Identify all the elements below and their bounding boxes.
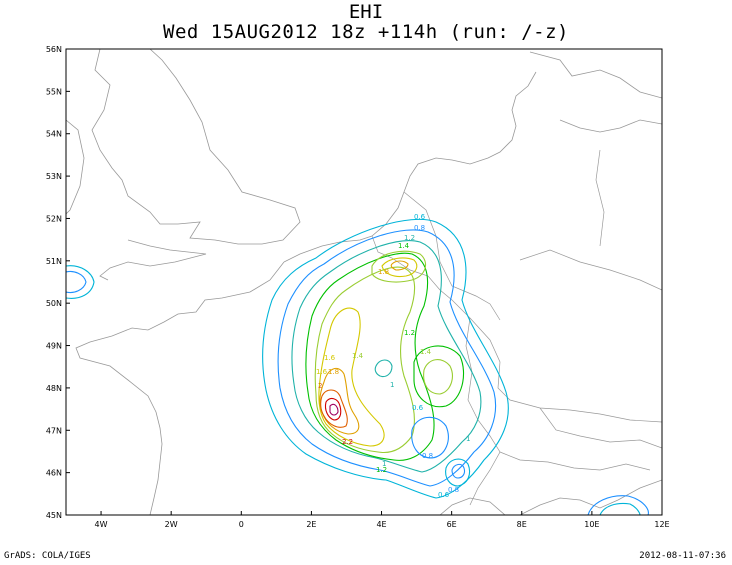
contour-1.6	[318, 307, 385, 447]
x-tick-label: 2E	[306, 520, 316, 529]
x-tick-label: 2W	[165, 520, 178, 529]
contour-labels: 0.6 0.8 1.2 1.4 1.8 1.6 1.4 1.2 2 2.2 1.…	[316, 213, 470, 499]
contour-north-max-1	[371, 250, 427, 283]
contour-label: 1.4	[420, 348, 432, 356]
y-tick-label: 47N	[46, 426, 62, 435]
border-germany	[403, 191, 501, 321]
contour-label: 0.6	[414, 213, 426, 221]
contour-label: 1.6	[324, 354, 336, 362]
contour-1.4	[314, 266, 416, 454]
contour-west-edge-inner	[66, 265, 95, 299]
y-tick-label: 49N	[46, 342, 62, 351]
contour-label: 1.8	[328, 368, 339, 376]
contour-2.4	[329, 403, 339, 416]
contour-label: 0.6	[412, 404, 424, 412]
border-austria	[539, 407, 662, 449]
border-switzerland	[465, 317, 501, 506]
contour-label: 1.6	[316, 368, 328, 376]
y-tick-label: 53N	[46, 172, 62, 181]
coastline-baltic	[559, 119, 662, 133]
contour-label: 1.2	[404, 329, 415, 337]
border-france-belgium	[371, 235, 471, 319]
contour-south-blob-1	[411, 416, 449, 459]
y-tick-label: 46N	[46, 469, 62, 478]
contour-east-lobe-2	[413, 345, 464, 408]
border-poland	[595, 149, 605, 247]
contour-label: 1	[382, 460, 386, 468]
y-tick-label: 45N	[46, 511, 62, 520]
contour-southeast-inner	[599, 502, 641, 515]
contour-east-lobe-1	[423, 359, 453, 395]
contour-southeast	[587, 495, 649, 515]
coastline-netherlands	[371, 71, 537, 237]
contour-label: 2	[318, 382, 322, 390]
country-borders	[371, 149, 662, 506]
contour-2.0	[320, 389, 348, 428]
contour-0.6	[262, 218, 509, 499]
y-tick-label: 48N	[46, 384, 62, 393]
contour-label: 1.2	[404, 234, 415, 242]
footer-credit: GrADS: COLA/IGES	[4, 551, 91, 561]
border-czech	[519, 249, 662, 291]
map-title: EHI	[348, 1, 384, 23]
y-tick-label: 55N	[46, 87, 62, 96]
footer-timestamp: 2012-08-11-07:36	[639, 551, 726, 561]
contour-north-max-3	[390, 260, 409, 271]
contour-south-blob-2	[445, 458, 471, 487]
contour-label: 2.2	[342, 438, 353, 446]
contour-label: 0.8	[414, 224, 425, 232]
x-tick-label: 12E	[654, 520, 669, 529]
contour-label: 0.8	[422, 452, 433, 460]
coastline-denmark	[529, 51, 662, 99]
x-tick-label: 10E	[584, 520, 599, 529]
contour-north-max-2	[381, 257, 418, 278]
coastline-mediterranean	[439, 497, 506, 515]
ehi-contours	[66, 218, 649, 515]
contour-label: 0.6	[438, 491, 450, 499]
y-tick-label: 54N	[46, 130, 62, 139]
y-tick-label: 56N	[46, 45, 62, 54]
coastline-ireland	[66, 119, 85, 215]
map-subtitle: Wed 15AUG2012 18z +114h (run: /-z)	[163, 21, 569, 43]
contour-central-min	[374, 359, 393, 378]
coastline-normandy	[283, 235, 373, 263]
contour-label: 0.8	[448, 486, 459, 494]
contour-label: 1	[390, 381, 394, 389]
map-basemap	[66, 49, 662, 515]
border-italy	[499, 451, 651, 471]
coastline-cornwall	[99, 239, 207, 281]
x-tick-label: 4W	[95, 520, 108, 529]
y-tick-label: 50N	[46, 299, 62, 308]
contour-label: 1.4	[398, 242, 410, 250]
x-tick-label: 8E	[517, 520, 527, 529]
contour-south-blob-3	[451, 463, 466, 479]
contour-label: 1.2	[376, 466, 387, 474]
x-axis: 4W 2W 0 2E 4E 6E 8E 10E 12E	[95, 511, 670, 529]
contour-0.8	[277, 229, 497, 487]
contour-label: 1	[466, 435, 470, 443]
x-tick-label: 4E	[376, 520, 386, 529]
coastline-france	[75, 261, 285, 515]
contour-label: 1.8	[378, 268, 389, 276]
contour-2.2	[324, 397, 342, 421]
y-tick-label: 51N	[46, 257, 62, 266]
y-tick-label: 52N	[46, 214, 62, 223]
contour-1.2	[305, 252, 435, 461]
y-axis: 56N 55N 54N 53N 52N 51N 50N 49N 48N 47N 46N 45N	[46, 45, 70, 520]
x-tick-label: 6E	[447, 520, 457, 529]
contour-west-edge	[66, 270, 87, 294]
x-tick-label: 0	[239, 520, 244, 529]
coastline-italy	[519, 479, 662, 515]
coastline-great-britain	[91, 49, 301, 245]
border-france-germany	[469, 317, 662, 423]
contour-label: 1.4	[352, 352, 364, 360]
plot-frame	[65, 48, 663, 516]
contour-1.0	[291, 240, 482, 473]
